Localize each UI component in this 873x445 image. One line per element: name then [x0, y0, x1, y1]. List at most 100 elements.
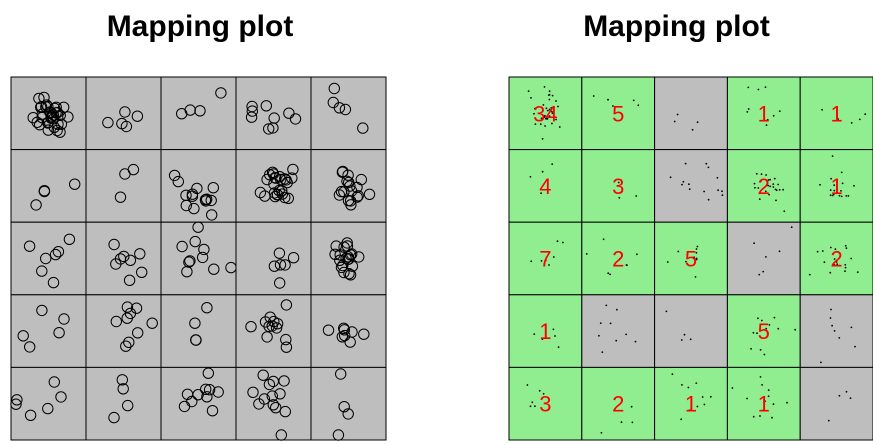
- data-point: [844, 244, 847, 247]
- data-point: [545, 107, 548, 110]
- data-point: [703, 190, 705, 193]
- data-point: [357, 122, 369, 134]
- data-point: [847, 195, 850, 197]
- data-point: [829, 246, 832, 249]
- data-point: [266, 320, 278, 332]
- data-point: [554, 335, 556, 337]
- data-point: [835, 261, 838, 263]
- data-point: [280, 341, 293, 353]
- data-point: [58, 313, 70, 325]
- data-point: [49, 248, 62, 261]
- data-point: [716, 176, 719, 179]
- data-point: [637, 104, 640, 107]
- data-point: [764, 190, 767, 193]
- data-point: [819, 183, 821, 186]
- data-point: [834, 248, 837, 251]
- data-point: [634, 340, 637, 343]
- data-point: [765, 256, 767, 258]
- cell-count-label-r4-c1: 1: [539, 319, 551, 344]
- data-point: [790, 226, 793, 229]
- data-point: [530, 97, 532, 99]
- data-point: [671, 373, 674, 376]
- grid-cell-r2-c2: [85, 149, 162, 223]
- data-point: [635, 195, 638, 197]
- data-point: [773, 177, 776, 180]
- data-point: [46, 110, 58, 122]
- data-point: [772, 114, 775, 117]
- data-point: [829, 189, 832, 192]
- data-point: [680, 418, 683, 421]
- data-point: [120, 120, 133, 133]
- data-point: [808, 273, 811, 276]
- grid-cell-r3-c3: [160, 221, 237, 296]
- data-point: [783, 210, 786, 213]
- data-point: [556, 240, 559, 243]
- data-point: [123, 336, 135, 348]
- data-point: [279, 405, 291, 418]
- grid-cell-r4-c5: [799, 294, 873, 368]
- data-point: [695, 248, 698, 250]
- data-point: [609, 322, 612, 325]
- data-point: [40, 99, 53, 111]
- data-point: [551, 112, 554, 115]
- data-point: [124, 307, 137, 320]
- data-point: [838, 394, 841, 397]
- data-point: [24, 409, 37, 421]
- data-point: [765, 327, 768, 330]
- data-point: [540, 192, 542, 195]
- cell-count-label-r2-c1: 4: [539, 174, 551, 199]
- data-point: [189, 235, 201, 248]
- data-point: [845, 390, 848, 393]
- data-point: [762, 270, 765, 273]
- data-point: [832, 193, 835, 196]
- data-point: [775, 199, 777, 202]
- data-point: [276, 185, 288, 197]
- data-point: [332, 429, 345, 441]
- data-point: [625, 333, 627, 336]
- data-point: [343, 253, 355, 265]
- data-point: [544, 259, 547, 262]
- data-point: [759, 376, 762, 378]
- data-point: [259, 190, 271, 202]
- data-point: [183, 256, 195, 268]
- data-point: [630, 405, 633, 408]
- data-point: [188, 202, 200, 215]
- data-point: [546, 109, 549, 112]
- data-point: [830, 177, 832, 180]
- data-point: [753, 242, 755, 245]
- data-point: [757, 187, 760, 189]
- data-point: [335, 261, 348, 274]
- data-point: [263, 378, 276, 391]
- data-point: [767, 184, 770, 187]
- grid-cell-r5-c1: [508, 366, 583, 441]
- data-point: [279, 173, 291, 185]
- data-point: [267, 375, 279, 388]
- data-point: [552, 328, 555, 331]
- data-point: [844, 270, 846, 272]
- data-point: [212, 386, 224, 398]
- data-point: [850, 257, 853, 260]
- data-point: [38, 185, 51, 198]
- data-point: [747, 108, 750, 110]
- data-point: [777, 327, 780, 330]
- data-point: [701, 396, 704, 398]
- data-point: [764, 86, 767, 89]
- data-point: [605, 304, 608, 307]
- data-point: [548, 90, 551, 93]
- data-point: [335, 368, 347, 380]
- data-point: [42, 402, 54, 415]
- data-point: [337, 165, 349, 178]
- data-point: [856, 271, 859, 273]
- data-point: [541, 137, 544, 140]
- data-point: [833, 330, 836, 332]
- data-point: [118, 250, 130, 263]
- data-point: [827, 419, 830, 422]
- left-chart-title: Mapping plot: [106, 10, 294, 43]
- data-point: [358, 328, 370, 340]
- data-point: [542, 104, 545, 106]
- data-point: [760, 180, 762, 182]
- data-point: [50, 107, 62, 119]
- data-point: [695, 251, 698, 254]
- data-point: [122, 399, 134, 412]
- data-point: [617, 181, 620, 184]
